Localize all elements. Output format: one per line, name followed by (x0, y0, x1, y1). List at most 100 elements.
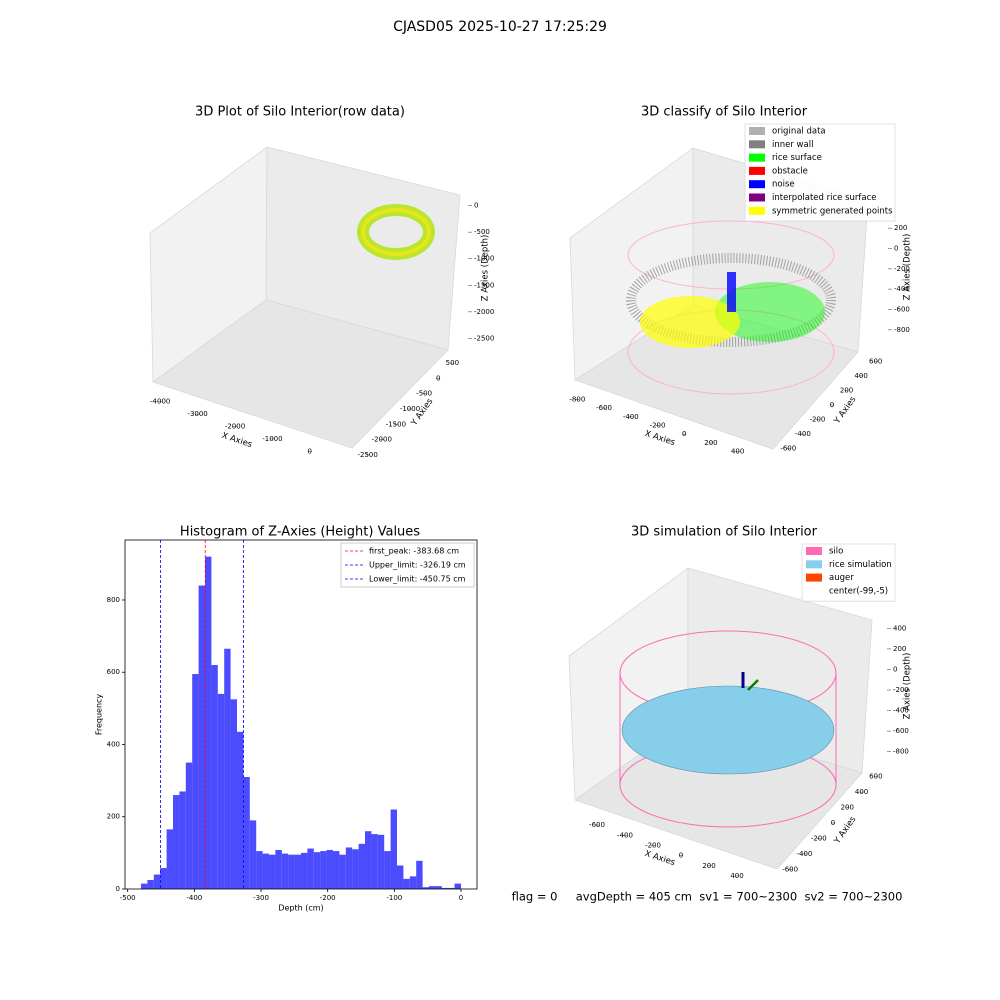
legend-label: Lower_limit: -450.75 cm (369, 575, 466, 584)
x-axis-label: Depth (cm) (278, 904, 323, 913)
y-tick-label: -600 (782, 865, 798, 873)
legend-swatch (749, 180, 765, 189)
bar (281, 853, 289, 889)
plot-3d (149, 146, 461, 449)
symmetric-points (640, 296, 740, 348)
rice-surface (715, 282, 825, 342)
legend-swatch (749, 153, 765, 162)
plot-3d (568, 567, 873, 870)
bar (390, 809, 397, 889)
bar (141, 883, 148, 889)
bar (217, 693, 225, 889)
z-tick-label: -1000 (474, 255, 494, 263)
z-tick-label: -800 (893, 748, 909, 756)
y-tick-label: 0 (436, 374, 440, 382)
bar (147, 879, 154, 889)
bar (211, 665, 218, 889)
legend-swatch (749, 127, 765, 135)
legend-label: silo (829, 547, 843, 557)
bar (435, 886, 442, 889)
bar (173, 795, 180, 889)
status-text: flag = 0 avgDepth = 405 cm sv1 = 700~230… (512, 890, 903, 904)
bar (198, 585, 205, 889)
z-tick-label: -1500 (474, 281, 494, 289)
y-axis-label: Y Axies (832, 814, 859, 846)
z-tick-label: -800 (894, 326, 910, 334)
legend-swatch (806, 573, 822, 582)
bar (249, 820, 257, 889)
x-tick-label: -2000 (225, 423, 245, 431)
plot-title: Histogram of Z-Axies (Height) Values (180, 525, 420, 540)
x-tick-label: 0 (308, 447, 312, 455)
y-tick-label: 400 (107, 740, 120, 748)
legend-label: rice simulation (829, 560, 892, 570)
bar (160, 868, 167, 889)
x-tick-label: -400 (186, 894, 202, 902)
bar (320, 851, 327, 889)
bar (166, 829, 173, 889)
plot-title: 3D simulation of Silo Interior (631, 525, 818, 540)
y-tick-label: 600 (869, 773, 882, 781)
bar (377, 834, 385, 889)
x-tick-label: -600 (589, 821, 605, 829)
bar (153, 874, 161, 889)
x-tick-label: -400 (623, 413, 639, 421)
x-tick-label: -1000 (262, 435, 282, 443)
y-tick-label: -200 (809, 416, 825, 424)
x-axis-label: X Axies (220, 431, 253, 450)
x-tick-label: -400 (617, 831, 633, 839)
legend-label: obstacle (772, 166, 808, 176)
x-tick-label: -500 (120, 894, 136, 902)
bar (269, 854, 276, 889)
x-tick-label: -4000 (150, 398, 170, 406)
z-tick-label: 0 (893, 665, 897, 673)
y-tick-label: -500 (416, 390, 432, 398)
y-tick-label: -2500 (357, 451, 377, 459)
bar (288, 854, 295, 889)
plot-title: 3D classify of Silo Interior (641, 105, 808, 120)
legend-label: symmetric generated points (772, 206, 893, 216)
bar (352, 849, 359, 889)
y-tick-label: 200 (107, 813, 120, 821)
legend-swatch (749, 166, 765, 175)
bar (429, 886, 436, 889)
y-tick-label: 600 (107, 668, 120, 676)
x-tick-label: -300 (253, 894, 269, 902)
y-axis-label: Y Axies (832, 394, 859, 426)
bar (384, 851, 391, 889)
bar (243, 777, 250, 889)
legend-box (340, 542, 475, 588)
legend-swatch (806, 586, 822, 595)
z-tick-label: -500 (474, 228, 490, 236)
legend-label: center(-99,-5) (829, 586, 888, 596)
bar (339, 854, 346, 889)
bar (333, 851, 340, 889)
z-tick-label: -600 (894, 306, 910, 314)
legend-swatch (749, 140, 765, 149)
axes-frame (124, 539, 478, 890)
z-tick-label: -600 (893, 727, 909, 735)
z-tick-label: -400 (893, 707, 909, 715)
z-tick-label: 0 (894, 245, 898, 253)
y-tick-label: 500 (446, 359, 459, 367)
x-tick-label: -600 (596, 404, 612, 412)
bar (192, 674, 199, 889)
legend-box (744, 123, 896, 222)
x-tick-label: -100 (386, 894, 402, 902)
y-tick-label: 400 (855, 788, 868, 796)
z-tick-label: -2000 (474, 308, 494, 316)
legend-label: auger (829, 573, 854, 583)
bar (294, 854, 301, 889)
legend-label: first_peak: -383.68 cm (369, 547, 459, 556)
y-tick-label: 0 (116, 885, 120, 893)
z-axis-label: Z Axies (Depth) (481, 235, 491, 302)
bar (358, 843, 365, 889)
bar (230, 699, 237, 889)
y-tick-label: 200 (840, 386, 853, 394)
x-tick-label: 200 (704, 439, 717, 447)
y-tick-label: -400 (796, 850, 812, 858)
y-tick-label: 0 (830, 401, 834, 409)
y-tick-label: 400 (854, 372, 867, 380)
obstacle (727, 272, 736, 312)
z-tick-label: -2500 (474, 334, 494, 342)
